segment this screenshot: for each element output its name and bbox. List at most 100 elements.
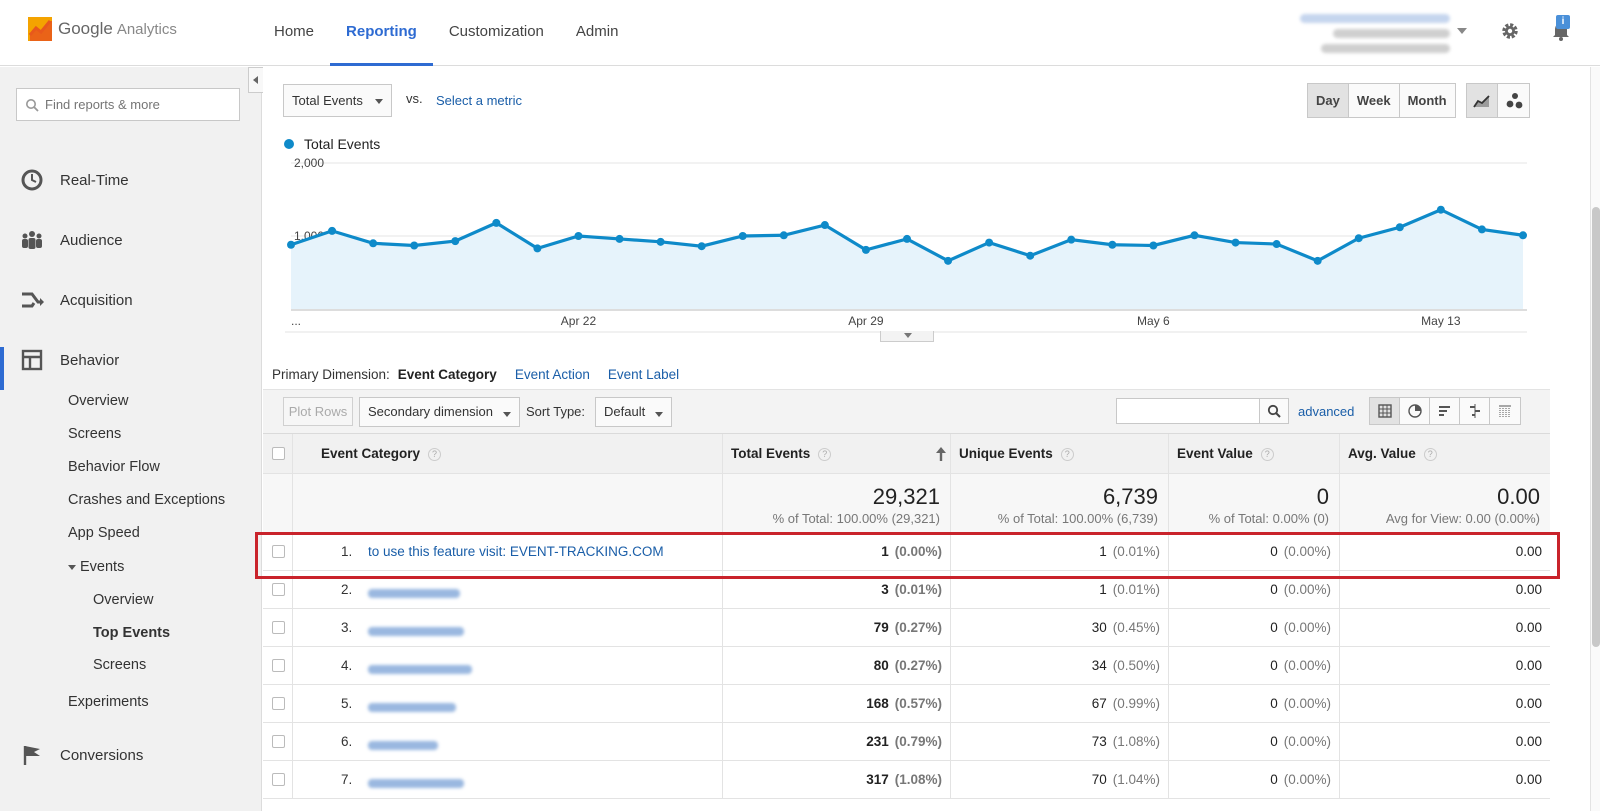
account-property-blurred [1333, 29, 1450, 38]
search-input[interactable] [45, 97, 235, 112]
help-icon[interactable]: ? [1060, 447, 1074, 461]
event-value-percent: (0.00%) [1283, 696, 1331, 711]
nav-reporting[interactable]: Reporting [330, 0, 433, 66]
sidebar-item-behavior[interactable]: Behavior [20, 348, 119, 372]
nav-admin[interactable]: Admin [575, 23, 619, 40]
chart-expand-toggle[interactable] [880, 331, 934, 342]
sidebar-item-events-overview[interactable]: Overview [93, 592, 154, 608]
column-avg-value[interactable]: Avg. Value? [1340, 434, 1550, 473]
sidebar-item-top-events[interactable]: Top Events [93, 625, 171, 641]
data-point [574, 232, 583, 240]
sidebar-item-events[interactable]: Events [68, 559, 124, 575]
view-table-button[interactable] [1370, 398, 1400, 424]
nav-customization[interactable]: Customization [448, 23, 544, 40]
table-search-button[interactable] [1259, 398, 1289, 424]
vs-label: vs. [406, 91, 423, 106]
account-caret-icon[interactable] [1457, 28, 1467, 34]
help-icon[interactable]: ? [818, 447, 832, 461]
data-point [1067, 235, 1076, 244]
sidebar-item-app-speed[interactable]: App Speed [68, 525, 140, 541]
period-month-button[interactable]: Month [1399, 84, 1455, 117]
period-day-button[interactable]: Day [1308, 84, 1349, 117]
column-unique-events[interactable]: Unique Events? [951, 434, 1169, 473]
total-events-value: 317 [866, 772, 889, 787]
sidebar-item-behavior-flow[interactable]: Behavior Flow [68, 459, 160, 475]
sort-arrow-up-icon [936, 447, 946, 461]
select-metric-link[interactable]: Select a metric [436, 93, 522, 108]
row-checkbox[interactable] [272, 583, 285, 596]
total-events-percent: (0.27%) [894, 658, 942, 673]
event-category-link-blurred[interactable] [368, 699, 456, 714]
row-checkbox[interactable] [272, 773, 285, 786]
motion-chart-button[interactable] [1498, 84, 1529, 117]
help-icon[interactable]: ? [428, 447, 442, 461]
advanced-filter-link[interactable]: advanced [1298, 404, 1355, 419]
search-shadow [30, 127, 230, 135]
column-total-events[interactable]: Total Events? [723, 434, 951, 473]
column-event-value[interactable]: Event Value? [1169, 434, 1340, 473]
sidebar-item-audience[interactable]: Audience [20, 228, 123, 252]
report-search[interactable] [16, 88, 240, 121]
sidebar-item-crashes[interactable]: Crashes and Exceptions [68, 492, 226, 508]
data-point [328, 226, 337, 235]
metric-dropdown[interactable]: Total Events [283, 84, 392, 117]
sort-type-dropdown[interactable]: Default [595, 397, 672, 427]
sidebar-item-events-screens[interactable]: Screens [93, 657, 147, 673]
period-week-button[interactable]: Week [1348, 84, 1400, 117]
row-checkbox[interactable] [272, 659, 285, 672]
select-all-checkbox[interactable] [272, 447, 285, 460]
help-icon[interactable]: ? [1423, 447, 1437, 461]
sidebar-item-behavior-overview[interactable]: Overview [68, 393, 129, 409]
notification-badge[interactable]: i [1556, 15, 1570, 29]
account-switcher[interactable] [1300, 10, 1450, 59]
event-category-link-blurred[interactable] [368, 737, 438, 752]
plot-rows-button[interactable]: Plot Rows [283, 397, 353, 426]
sidebar-item-label: Real-Time [60, 171, 129, 189]
view-pivot-button[interactable] [1490, 398, 1520, 424]
x-tick-label: ... [291, 314, 301, 328]
view-performance-button[interactable] [1430, 398, 1460, 424]
sidebar-item-acquisition[interactable]: Acquisition [20, 288, 133, 312]
data-point [944, 256, 953, 265]
event-category-link-blurred[interactable] [368, 585, 460, 600]
view-comparison-button[interactable] [1460, 398, 1490, 424]
secondary-dimension-dropdown[interactable]: Secondary dimension [359, 397, 520, 427]
row-checkbox[interactable] [272, 735, 285, 748]
total-events-value: 79 [873, 620, 889, 635]
page-scrollbar[interactable] [1590, 67, 1600, 811]
event-category-link-blurred[interactable] [368, 623, 464, 638]
table-row: 4. 80 (0.27%) 34 (0.50%) 0 (0.00%) 0.00 [263, 647, 1550, 685]
table-toolbar: Plot Rows Secondary dimension Sort Type:… [263, 389, 1550, 433]
sidebar-collapse-button[interactable] [248, 67, 264, 93]
row-checkbox[interactable] [272, 697, 285, 710]
help-icon[interactable]: ? [1260, 447, 1274, 461]
line-chart-button[interactable] [1467, 84, 1498, 117]
data-point [1190, 231, 1199, 240]
sidebar-item-conversions[interactable]: Conversions [20, 743, 143, 767]
total-events-value: 1 [881, 544, 889, 559]
sidebar-item-label: Acquisition [60, 291, 133, 309]
sidebar-item-realtime[interactable]: Real-Time [20, 168, 129, 192]
bubble-chart-icon [1506, 92, 1522, 108]
event-category-link[interactable]: to use this feature visit: EVENT-TRACKIN… [368, 544, 664, 559]
event-category-link-blurred[interactable] [368, 661, 472, 676]
dimension-event-action[interactable]: Event Action [514, 367, 590, 382]
event-category-link-blurred[interactable] [368, 775, 464, 790]
scrollbar-thumb[interactable] [1592, 207, 1600, 647]
gear-icon[interactable] [1500, 21, 1520, 41]
column-event-category[interactable]: Event Category? [293, 434, 723, 473]
dimension-event-label[interactable]: Event Label [607, 367, 680, 382]
data-point [1436, 205, 1445, 214]
data-point [1149, 241, 1158, 250]
google-analytics-logo[interactable]: Google Analytics [28, 17, 177, 41]
row-checkbox[interactable] [272, 545, 285, 558]
table-filter-input[interactable] [1116, 398, 1260, 424]
nav-home[interactable]: Home [274, 23, 315, 40]
sidebar-item-screens[interactable]: Screens [68, 426, 122, 442]
dimension-event-category[interactable]: Event Category [397, 367, 497, 382]
grid-icon [1377, 404, 1392, 418]
view-pie-button[interactable] [1400, 398, 1430, 424]
unique-events-value: 34 [1091, 658, 1107, 673]
row-checkbox[interactable] [272, 621, 285, 634]
sidebar-item-experiments[interactable]: Experiments [68, 694, 149, 710]
